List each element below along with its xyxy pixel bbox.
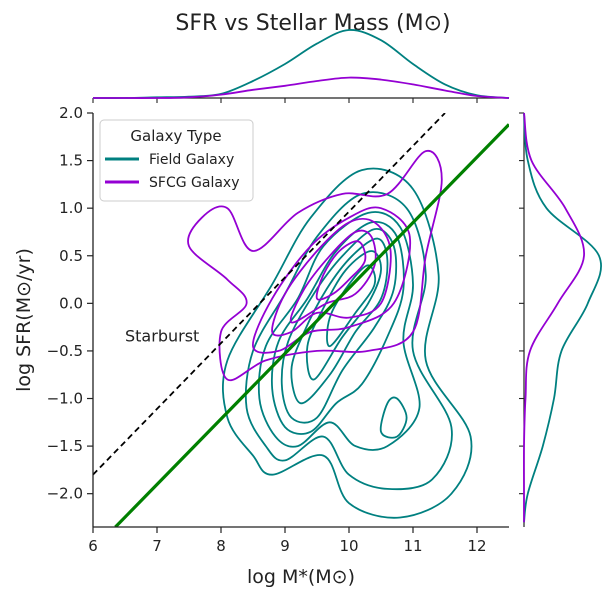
field-contour-0 [222,167,473,519]
field-contour-8 [379,396,408,439]
starburst-annotation: Starburst [125,326,199,345]
x-tick-label: 9 [280,537,290,555]
x-axis-label: log M*(M⊙) [247,566,355,588]
field-contour-7 [326,264,377,348]
marginal-y-curve-sfcg [523,112,585,523]
marginal-y-curve-field [523,112,602,523]
legend-entry-sfcg: SFCG Galaxy [149,175,239,191]
x-tick-label: 8 [216,537,226,555]
main-plot: 6 7 8 9 10 11 12 −2.0 −1.5 −1.0 −0.5 0.0 0.5 1.0 1.5 2… [47,104,509,555]
y-tick-label: 1.0 [59,199,83,217]
chart-title: SFR vs Stellar Mass (M⊙) [175,11,450,36]
legend: Galaxy Type Field Galaxy SFCG Galaxy [99,119,254,202]
y-tick-label: 1.5 [59,152,83,170]
field-contour-5 [290,237,389,405]
y-tick-label: −2.0 [47,485,83,503]
marginal-x-plot [92,29,510,103]
sfcg-contour-2 [271,217,392,337]
y-axis-label: log SFR(M⊙/yr) [13,248,35,392]
legend-title: Galaxy Type [130,127,221,145]
y-tick-label: 2.0 [59,104,83,122]
sfcg-contour-0 [187,150,443,382]
y-axis-ticks: −2.0 −1.5 −1.0 −0.5 0.0 0.5 1.0 1.5 2.0 [47,104,93,503]
y-tick-label: −1.5 [47,437,83,455]
x-tick-label: 6 [88,537,98,555]
x-tick-label: 10 [339,537,358,555]
marginal-y-plot [519,112,602,527]
main-axes [92,113,509,528]
legend-entry-field: Field Galaxy [149,152,234,168]
x-tick-label: 11 [403,537,422,555]
field-contour-2 [257,211,421,451]
starburst-boundary-line [93,113,446,476]
x-tick-label: 7 [152,537,162,555]
y-tick-label: 0.5 [59,247,83,265]
sfcg-contour-4 [315,240,367,301]
y-tick-label: 0.0 [59,294,83,312]
x-axis-ticks: 6 7 8 9 10 11 12 [88,527,487,555]
y-tick-label: −0.5 [47,342,83,360]
main-sequence-fit-line [114,123,509,527]
marginal-x-curve-field [92,29,510,99]
x-tick-label: 12 [467,537,486,555]
reference-lines [93,113,509,527]
field-contour-4 [280,228,398,424]
y-tick-label: −1.0 [47,390,83,408]
marginal-x-curve-sfcg [93,76,510,99]
